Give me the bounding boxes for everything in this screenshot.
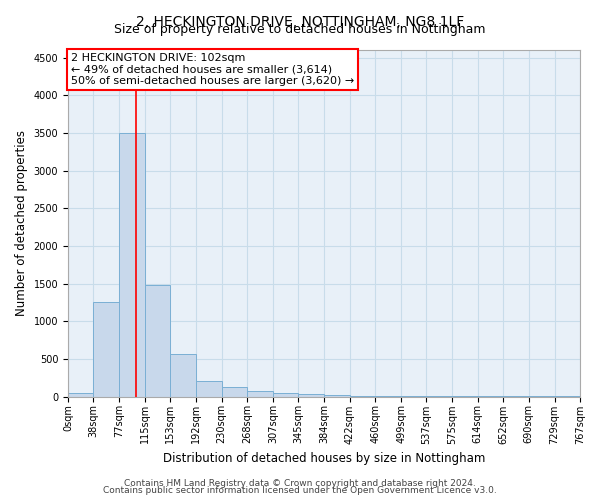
Text: 2 HECKINGTON DRIVE: 102sqm
← 49% of detached houses are smaller (3,614)
50% of s: 2 HECKINGTON DRIVE: 102sqm ← 49% of deta… xyxy=(71,53,354,86)
Text: Contains HM Land Registry data © Crown copyright and database right 2024.: Contains HM Land Registry data © Crown c… xyxy=(124,478,476,488)
Bar xyxy=(221,386,247,396)
Y-axis label: Number of detached properties: Number of detached properties xyxy=(15,130,28,316)
Bar xyxy=(325,395,350,396)
Text: 2, HECKINGTON DRIVE, NOTTINGHAM, NG8 1LF: 2, HECKINGTON DRIVE, NOTTINGHAM, NG8 1LF xyxy=(136,15,464,29)
Text: Contains public sector information licensed under the Open Government Licence v3: Contains public sector information licen… xyxy=(103,486,497,495)
Bar xyxy=(145,285,170,397)
X-axis label: Distribution of detached houses by size in Nottingham: Distribution of detached houses by size … xyxy=(163,452,485,465)
Bar xyxy=(68,393,94,396)
Bar xyxy=(196,382,221,396)
Bar xyxy=(247,391,273,396)
Text: Size of property relative to detached houses in Nottingham: Size of property relative to detached ho… xyxy=(114,22,486,36)
Bar xyxy=(94,302,119,396)
Bar xyxy=(119,133,145,396)
Bar xyxy=(273,393,298,396)
Bar xyxy=(170,354,196,397)
Bar xyxy=(298,394,325,396)
